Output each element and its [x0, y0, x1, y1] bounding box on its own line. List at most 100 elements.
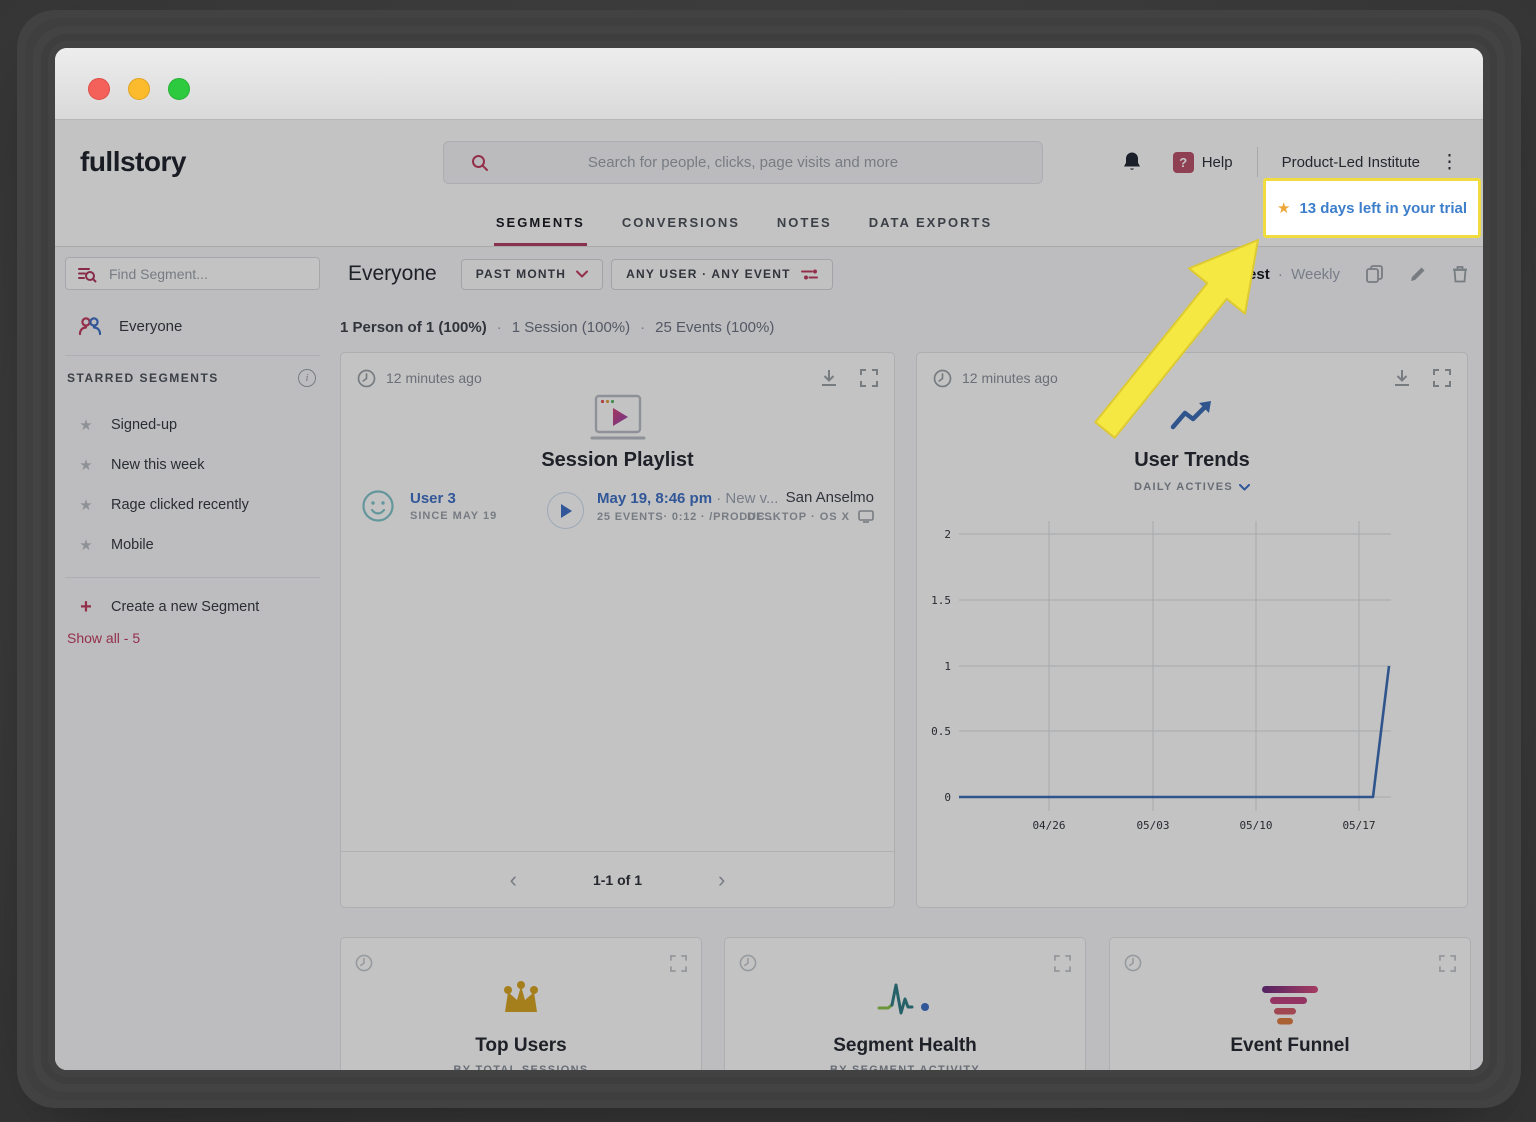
digest-separator: ·: [1277, 265, 1283, 283]
sidebar-divider: [65, 355, 320, 356]
tab-notes[interactable]: NOTES: [776, 215, 832, 230]
trial-days-left-button[interactable]: ★ 13 days left in your trial: [1263, 178, 1481, 238]
card-updated: 12 minutes ago: [386, 370, 482, 386]
titlebar: [55, 48, 1483, 120]
clock-icon: [1124, 954, 1142, 972]
monitor-icon: [858, 510, 874, 523]
plus-icon: +: [80, 595, 92, 618]
pulse-icon: [725, 980, 1085, 1016]
play-icon: [560, 503, 572, 518]
dim-overlay: [55, 120, 1483, 1070]
show-all-link[interactable]: Show all - 5: [67, 630, 141, 646]
sidebar-item-rage-clicked[interactable]: ★ Rage clicked recently: [65, 490, 320, 520]
expand-icon[interactable]: [1439, 954, 1456, 972]
x-tick: 05/17: [1342, 819, 1375, 832]
card-title: Segment Health: [833, 1035, 977, 1056]
y-tick: 0: [944, 791, 951, 804]
session-playlist-card: 12 minutes ago: [340, 352, 895, 908]
close-window-button[interactable]: [88, 78, 110, 100]
expand-icon[interactable]: [1433, 369, 1451, 387]
tab-conversions[interactable]: CONVERSIONS: [621, 215, 740, 230]
sidebar-item-everyone[interactable]: Everyone: [65, 311, 320, 341]
card-title: Session Playlist: [541, 449, 694, 471]
maximize-window-button[interactable]: [168, 78, 190, 100]
prev-page-icon[interactable]: ‹: [509, 867, 517, 892]
everyone-people-icon: [78, 317, 102, 336]
info-icon[interactable]: i: [298, 369, 316, 387]
minimize-window-button[interactable]: [128, 78, 150, 100]
download-icon[interactable]: [1393, 369, 1411, 387]
filter-button[interactable]: ANY USER · ANY EVENT: [611, 258, 833, 290]
search-input[interactable]: [444, 142, 1042, 183]
expand-icon[interactable]: [1054, 954, 1071, 972]
tab-data-exports[interactable]: DATA EXPORTS: [868, 215, 993, 230]
filter-label: ANY USER · ANY EVENT: [626, 267, 791, 281]
sliders-icon: [800, 269, 818, 279]
segment-health-card: Segment Health BY SEGMENT ACTIVITY: [724, 937, 1086, 1070]
edit-pencil-icon[interactable]: [1409, 266, 1426, 283]
star-icon: ★: [79, 537, 93, 554]
playlist-pagination: ‹ 1-1 of 1 ›: [341, 851, 894, 908]
sidebar-item-label: Signed-up: [111, 417, 178, 433]
session-row[interactable]: User 3 SINCE MAY 19 May 19, 8:46 pm: [359, 489, 876, 533]
create-segment-button[interactable]: + Create a new Segment: [65, 592, 320, 622]
chevron-down-icon: [576, 270, 589, 278]
card-title: Top Users: [475, 1035, 567, 1056]
session-user-link[interactable]: User 3: [410, 490, 456, 507]
session-playlist-icon: [341, 393, 894, 445]
clock-icon: [739, 954, 757, 972]
fullstory-logo: fullstory: [80, 146, 186, 177]
help-icon: ?: [1172, 151, 1194, 173]
next-page-icon[interactable]: ›: [718, 867, 726, 892]
y-tick: 0.5: [931, 725, 951, 738]
sidebar-item-mobile[interactable]: ★ Mobile: [65, 530, 320, 560]
help-button[interactable]: ? Help: [1172, 151, 1233, 173]
starred-segments-label: STARRED SEGMENTS: [67, 371, 219, 385]
find-segment-box[interactable]: [65, 257, 320, 290]
y-tick: 1: [944, 660, 951, 673]
card-title: User Trends: [1134, 449, 1250, 471]
sidebar-item-label: New this week: [111, 457, 205, 473]
chevron-down-icon: [1239, 483, 1250, 490]
trends-metric-selector[interactable]: DAILY ACTIVES: [917, 481, 1467, 493]
notifications-bell-icon[interactable]: [1121, 150, 1143, 174]
sidebar-item-label: Rage clicked recently: [111, 497, 249, 513]
segment-stats: 1 Person of 1 (100%) · 1 Session (100%) …: [340, 319, 774, 336]
trends-metric-label: DAILY ACTIVES: [1133, 481, 1233, 493]
trial-star-icon: ★: [1276, 200, 1291, 217]
search-icon: [472, 154, 488, 171]
account-name[interactable]: Product-Led Institute: [1281, 153, 1420, 171]
segment-title: Everyone: [348, 262, 437, 285]
sidebar-item-new-this-week[interactable]: ★ New this week: [65, 450, 320, 480]
y-tick: 2: [944, 528, 951, 541]
time-range-label: PAST MONTH: [475, 267, 567, 281]
time-range-button[interactable]: PAST MONTH: [460, 258, 604, 290]
session-time-link[interactable]: May 19, 8:46 pm: [597, 490, 713, 507]
stat-sessions: 1 Session (100%): [511, 319, 631, 336]
x-tick: 04/26: [1032, 819, 1065, 832]
tab-segments[interactable]: SEGMENTS: [493, 205, 587, 246]
global-search[interactable]: [443, 141, 1043, 184]
find-segment-icon: [78, 267, 97, 282]
top-users-card: Top Users BY TOTAL SESSIONS: [340, 937, 702, 1070]
expand-icon[interactable]: [860, 369, 878, 387]
session-device: DESKTOP · OS X: [747, 510, 850, 523]
session-meta: 25 EVENTS· 0:12 · /PRODUC...: [597, 511, 778, 523]
segment-toolbar: Everyone PAST MONTH ANY USER · ANY EVENT: [340, 257, 1470, 291]
download-icon[interactable]: [820, 369, 838, 387]
expand-icon[interactable]: [670, 954, 687, 972]
x-tick: 05/10: [1239, 819, 1272, 832]
play-session-button[interactable]: [547, 492, 584, 529]
copy-icon[interactable]: [1366, 265, 1383, 283]
session-location: San Anselmo: [785, 489, 874, 506]
stat-separator: ·: [496, 319, 502, 336]
stat-persons: 1 Person of 1 (100%): [340, 319, 487, 336]
app-header: fullstory ? Help Product-Led Inst: [55, 120, 1483, 247]
delete-trash-icon[interactable]: [1452, 265, 1468, 283]
kebab-menu-icon[interactable]: ⋮: [1440, 151, 1459, 173]
find-segment-input[interactable]: [109, 265, 279, 282]
clock-icon: [933, 369, 952, 387]
funnel-icon: [1110, 986, 1470, 1026]
sidebar-item-signed-up[interactable]: ★ Signed-up: [65, 410, 320, 440]
clock-icon: [357, 369, 376, 387]
